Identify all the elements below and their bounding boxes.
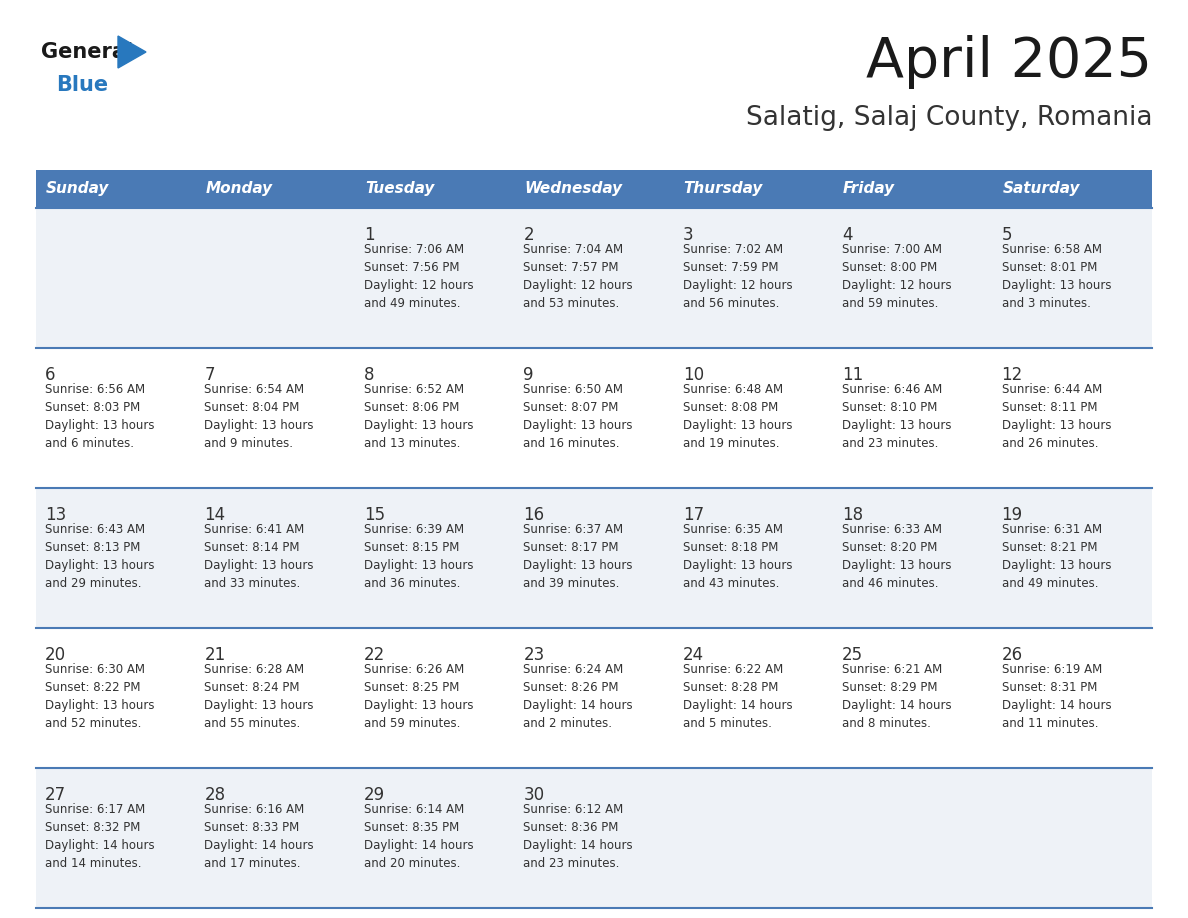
Text: Sunrise: 6:22 AM
Sunset: 8:28 PM
Daylight: 14 hours
and 5 minutes.: Sunrise: 6:22 AM Sunset: 8:28 PM Dayligh… [683, 663, 792, 730]
Text: Salatig, Salaj County, Romania: Salatig, Salaj County, Romania [746, 105, 1152, 131]
Text: Sunrise: 6:17 AM
Sunset: 8:32 PM
Daylight: 14 hours
and 14 minutes.: Sunrise: 6:17 AM Sunset: 8:32 PM Dayligh… [45, 803, 154, 870]
Text: Blue: Blue [56, 75, 108, 95]
Text: 25: 25 [842, 646, 864, 664]
Text: Sunrise: 7:02 AM
Sunset: 7:59 PM
Daylight: 12 hours
and 56 minutes.: Sunrise: 7:02 AM Sunset: 7:59 PM Dayligh… [683, 243, 792, 310]
Text: 30: 30 [523, 786, 544, 804]
Text: Sunrise: 6:37 AM
Sunset: 8:17 PM
Daylight: 13 hours
and 39 minutes.: Sunrise: 6:37 AM Sunset: 8:17 PM Dayligh… [523, 523, 633, 590]
Text: 2: 2 [523, 226, 533, 244]
Text: Friday: Friday [843, 182, 896, 196]
Bar [36, 170, 1152, 208]
Bar [36, 768, 1152, 908]
Text: Tuesday: Tuesday [365, 182, 435, 196]
Text: Sunrise: 6:43 AM
Sunset: 8:13 PM
Daylight: 13 hours
and 29 minutes.: Sunrise: 6:43 AM Sunset: 8:13 PM Dayligh… [45, 523, 154, 590]
Text: Sunrise: 7:00 AM
Sunset: 8:00 PM
Daylight: 12 hours
and 59 minutes.: Sunrise: 7:00 AM Sunset: 8:00 PM Dayligh… [842, 243, 952, 310]
Text: 15: 15 [364, 506, 385, 524]
Text: Sunrise: 6:21 AM
Sunset: 8:29 PM
Daylight: 14 hours
and 8 minutes.: Sunrise: 6:21 AM Sunset: 8:29 PM Dayligh… [842, 663, 952, 730]
Text: 26: 26 [1001, 646, 1023, 664]
Text: Monday: Monday [206, 182, 272, 196]
Text: Sunrise: 6:46 AM
Sunset: 8:10 PM
Daylight: 13 hours
and 23 minutes.: Sunrise: 6:46 AM Sunset: 8:10 PM Dayligh… [842, 383, 952, 450]
Text: Sunrise: 6:12 AM
Sunset: 8:36 PM
Daylight: 14 hours
and 23 minutes.: Sunrise: 6:12 AM Sunset: 8:36 PM Dayligh… [523, 803, 633, 870]
Text: Sunrise: 6:14 AM
Sunset: 8:35 PM
Daylight: 14 hours
and 20 minutes.: Sunrise: 6:14 AM Sunset: 8:35 PM Dayligh… [364, 803, 474, 870]
Text: Sunrise: 6:30 AM
Sunset: 8:22 PM
Daylight: 13 hours
and 52 minutes.: Sunrise: 6:30 AM Sunset: 8:22 PM Dayligh… [45, 663, 154, 730]
Text: Sunrise: 6:50 AM
Sunset: 8:07 PM
Daylight: 13 hours
and 16 minutes.: Sunrise: 6:50 AM Sunset: 8:07 PM Dayligh… [523, 383, 633, 450]
Text: Sunrise: 7:06 AM
Sunset: 7:56 PM
Daylight: 12 hours
and 49 minutes.: Sunrise: 7:06 AM Sunset: 7:56 PM Dayligh… [364, 243, 474, 310]
Bar [36, 348, 1152, 488]
Text: General: General [42, 42, 133, 62]
Text: 6: 6 [45, 366, 56, 384]
Polygon shape [118, 36, 146, 68]
Text: Sunrise: 6:33 AM
Sunset: 8:20 PM
Daylight: 13 hours
and 46 minutes.: Sunrise: 6:33 AM Sunset: 8:20 PM Dayligh… [842, 523, 952, 590]
Text: Sunrise: 6:52 AM
Sunset: 8:06 PM
Daylight: 13 hours
and 13 minutes.: Sunrise: 6:52 AM Sunset: 8:06 PM Dayligh… [364, 383, 473, 450]
Text: 7: 7 [204, 366, 215, 384]
Text: 27: 27 [45, 786, 67, 804]
Text: Sunrise: 6:26 AM
Sunset: 8:25 PM
Daylight: 13 hours
and 59 minutes.: Sunrise: 6:26 AM Sunset: 8:25 PM Dayligh… [364, 663, 473, 730]
Text: April 2025: April 2025 [866, 35, 1152, 89]
Text: 29: 29 [364, 786, 385, 804]
Text: Sunrise: 6:19 AM
Sunset: 8:31 PM
Daylight: 14 hours
and 11 minutes.: Sunrise: 6:19 AM Sunset: 8:31 PM Dayligh… [1001, 663, 1111, 730]
Text: Thursday: Thursday [684, 182, 763, 196]
Text: 28: 28 [204, 786, 226, 804]
Text: 20: 20 [45, 646, 67, 664]
Text: 10: 10 [683, 366, 703, 384]
Text: 21: 21 [204, 646, 226, 664]
Text: 13: 13 [45, 506, 67, 524]
Text: Sunrise: 6:16 AM
Sunset: 8:33 PM
Daylight: 14 hours
and 17 minutes.: Sunrise: 6:16 AM Sunset: 8:33 PM Dayligh… [204, 803, 314, 870]
Text: Sunrise: 6:54 AM
Sunset: 8:04 PM
Daylight: 13 hours
and 9 minutes.: Sunrise: 6:54 AM Sunset: 8:04 PM Dayligh… [204, 383, 314, 450]
Text: Sunrise: 6:56 AM
Sunset: 8:03 PM
Daylight: 13 hours
and 6 minutes.: Sunrise: 6:56 AM Sunset: 8:03 PM Dayligh… [45, 383, 154, 450]
Text: Sunrise: 6:28 AM
Sunset: 8:24 PM
Daylight: 13 hours
and 55 minutes.: Sunrise: 6:28 AM Sunset: 8:24 PM Dayligh… [204, 663, 314, 730]
Bar [36, 208, 1152, 348]
Text: 11: 11 [842, 366, 864, 384]
Text: Sunday: Sunday [46, 182, 109, 196]
Text: 23: 23 [523, 646, 544, 664]
Text: Sunrise: 7:04 AM
Sunset: 7:57 PM
Daylight: 12 hours
and 53 minutes.: Sunrise: 7:04 AM Sunset: 7:57 PM Dayligh… [523, 243, 633, 310]
Text: 17: 17 [683, 506, 703, 524]
Text: 3: 3 [683, 226, 694, 244]
Text: Sunrise: 6:35 AM
Sunset: 8:18 PM
Daylight: 13 hours
and 43 minutes.: Sunrise: 6:35 AM Sunset: 8:18 PM Dayligh… [683, 523, 792, 590]
Text: 22: 22 [364, 646, 385, 664]
Bar [36, 628, 1152, 768]
Text: 4: 4 [842, 226, 853, 244]
Text: Sunrise: 6:41 AM
Sunset: 8:14 PM
Daylight: 13 hours
and 33 minutes.: Sunrise: 6:41 AM Sunset: 8:14 PM Dayligh… [204, 523, 314, 590]
Text: Sunrise: 6:44 AM
Sunset: 8:11 PM
Daylight: 13 hours
and 26 minutes.: Sunrise: 6:44 AM Sunset: 8:11 PM Dayligh… [1001, 383, 1111, 450]
Text: 14: 14 [204, 506, 226, 524]
Text: 18: 18 [842, 506, 864, 524]
Text: 8: 8 [364, 366, 374, 384]
Text: Wednesday: Wednesday [524, 182, 623, 196]
Text: 16: 16 [523, 506, 544, 524]
Text: Sunrise: 6:39 AM
Sunset: 8:15 PM
Daylight: 13 hours
and 36 minutes.: Sunrise: 6:39 AM Sunset: 8:15 PM Dayligh… [364, 523, 473, 590]
Text: 19: 19 [1001, 506, 1023, 524]
Text: 1: 1 [364, 226, 374, 244]
Text: Saturday: Saturday [1003, 182, 1080, 196]
Text: Sunrise: 6:31 AM
Sunset: 8:21 PM
Daylight: 13 hours
and 49 minutes.: Sunrise: 6:31 AM Sunset: 8:21 PM Dayligh… [1001, 523, 1111, 590]
Text: Sunrise: 6:48 AM
Sunset: 8:08 PM
Daylight: 13 hours
and 19 minutes.: Sunrise: 6:48 AM Sunset: 8:08 PM Dayligh… [683, 383, 792, 450]
Text: Sunrise: 6:24 AM
Sunset: 8:26 PM
Daylight: 14 hours
and 2 minutes.: Sunrise: 6:24 AM Sunset: 8:26 PM Dayligh… [523, 663, 633, 730]
Text: 5: 5 [1001, 226, 1012, 244]
Text: 12: 12 [1001, 366, 1023, 384]
Text: Sunrise: 6:58 AM
Sunset: 8:01 PM
Daylight: 13 hours
and 3 minutes.: Sunrise: 6:58 AM Sunset: 8:01 PM Dayligh… [1001, 243, 1111, 310]
Text: 9: 9 [523, 366, 533, 384]
Text: 24: 24 [683, 646, 703, 664]
Bar [36, 488, 1152, 628]
